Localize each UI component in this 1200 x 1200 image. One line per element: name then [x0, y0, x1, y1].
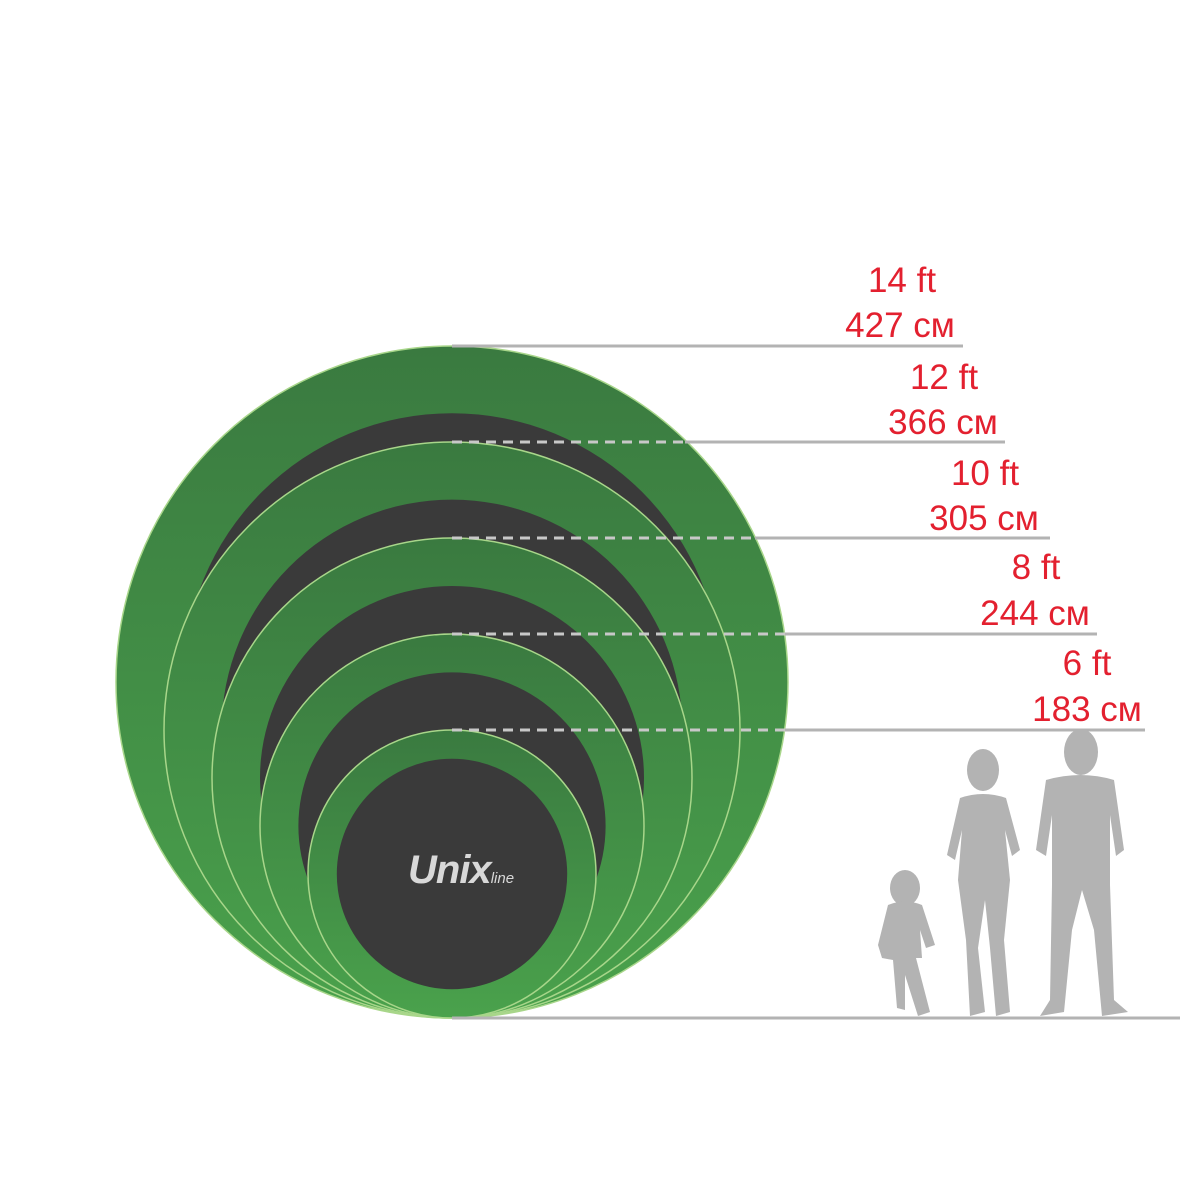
label-366cm: 366 см: [888, 403, 998, 442]
jumping-mat: [336, 758, 568, 990]
label-12ft: 12 ft: [909, 358, 979, 397]
label-8ft: 8 ft: [1011, 548, 1061, 587]
label-427cm: 427 см: [845, 306, 955, 345]
man-silhouette: [1036, 729, 1128, 1016]
people-silhouettes: [878, 729, 1128, 1016]
label-6ft: 6 ft: [1062, 644, 1112, 683]
label-305cm: 305 см: [929, 499, 1039, 538]
label-10ft: 10 ft: [950, 454, 1020, 493]
label-14ft: 14 ft: [867, 261, 937, 300]
trampoline-6ft: [307, 729, 597, 1019]
logo-main: Unix: [408, 848, 492, 892]
label-183cm: 183 см: [1032, 690, 1142, 729]
label-244cm: 244 см: [980, 594, 1090, 633]
brand-logo: Unixline: [408, 848, 514, 893]
logo-sub: line: [490, 870, 515, 887]
woman-silhouette: [947, 749, 1020, 1016]
child-silhouette: [878, 870, 935, 1016]
